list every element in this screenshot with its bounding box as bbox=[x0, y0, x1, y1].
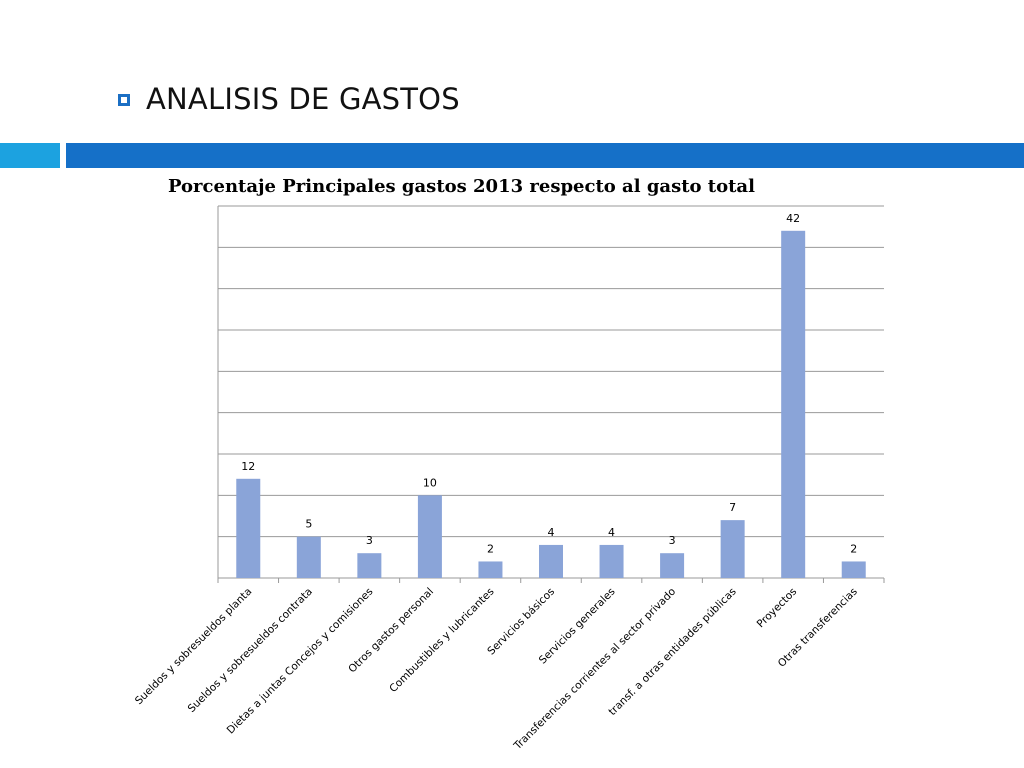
category-label: Sueldos y sobresueldos contrata bbox=[186, 586, 315, 715]
data-label: 3 bbox=[366, 534, 373, 547]
data-label: 2 bbox=[487, 542, 494, 555]
slide-title: ANALISIS DE GASTOS bbox=[146, 82, 460, 116]
data-label: 2 bbox=[850, 542, 857, 555]
accent-band-right bbox=[66, 143, 1024, 168]
data-label: 3 bbox=[669, 534, 676, 547]
category-label: Proyectos bbox=[755, 586, 800, 631]
data-label: 4 bbox=[608, 526, 615, 539]
category-label: Sueldos y sobresueldos planta bbox=[133, 586, 255, 708]
category-label: Combustibles y lubricantes bbox=[387, 586, 496, 695]
bar bbox=[478, 561, 503, 578]
category-label: transf. a otras entidades públicas bbox=[606, 586, 738, 718]
bar bbox=[841, 561, 866, 578]
square-bullet-icon bbox=[118, 94, 130, 106]
data-label: 42 bbox=[786, 212, 800, 225]
data-label: 5 bbox=[305, 518, 312, 531]
category-label: Servicios básicos bbox=[485, 586, 557, 658]
bar bbox=[357, 553, 382, 578]
bar bbox=[236, 478, 261, 578]
bar bbox=[599, 544, 624, 578]
data-label: 10 bbox=[423, 476, 437, 489]
bar bbox=[417, 495, 442, 578]
data-label: 4 bbox=[548, 526, 555, 539]
accent-band-left bbox=[0, 143, 60, 168]
bar bbox=[781, 230, 806, 579]
bar bbox=[660, 553, 685, 578]
bar bbox=[539, 544, 563, 578]
data-label: 12 bbox=[241, 460, 255, 473]
bar bbox=[720, 520, 745, 578]
slide-header: ANALISIS DE GASTOS bbox=[0, 0, 1024, 168]
data-label: 7 bbox=[729, 501, 736, 514]
bar bbox=[296, 536, 321, 578]
chart-title: Porcentaje Principales gastos 2013 respe… bbox=[168, 176, 755, 197]
